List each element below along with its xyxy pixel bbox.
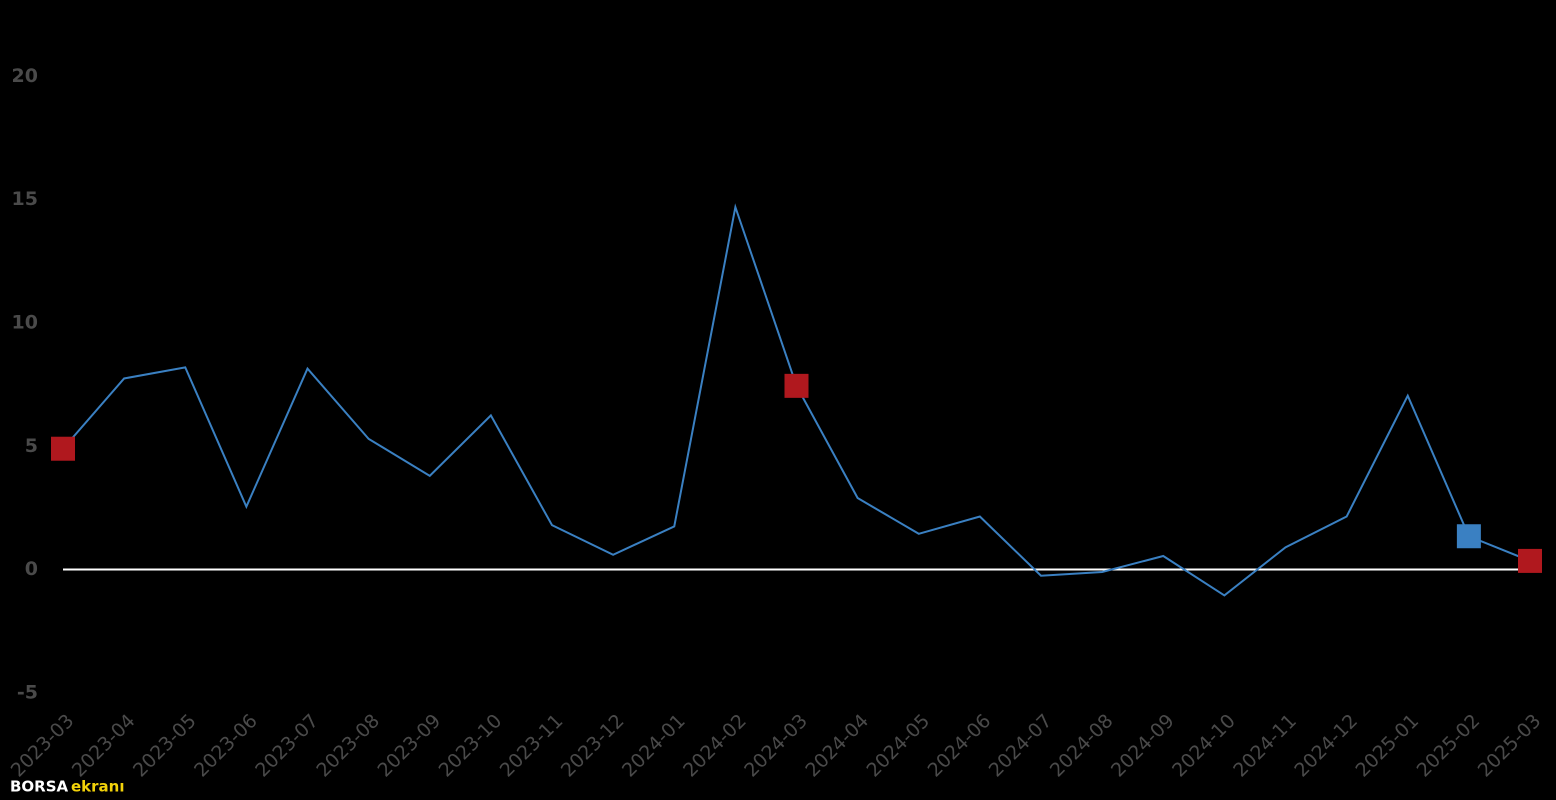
x-tick-label: 2023-08 (312, 710, 384, 782)
x-tick-label: 2024-06 (924, 710, 996, 782)
x-tick-label: 2024-09 (1107, 710, 1179, 782)
x-tick-label: 2023-06 (190, 710, 262, 782)
x-tick-label: 2024-01 (618, 710, 690, 782)
x-tick-label: 2025-02 (1413, 710, 1485, 782)
x-tick-label: 2024-03 (740, 710, 812, 782)
y-tick-label: 0 (25, 558, 38, 580)
point-marker (1456, 524, 1481, 549)
x-tick-label: 2023-05 (129, 710, 201, 782)
x-tick-label: 2023-11 (496, 710, 568, 782)
y-tick-label: -5 (17, 681, 38, 703)
x-tick-label: 2023-04 (68, 710, 140, 782)
logo-first: BORSA (10, 778, 69, 796)
x-tick-label: 2024-07 (985, 710, 1057, 782)
logo-second: ekranı (71, 778, 125, 796)
x-tick-label: 2023-10 (435, 710, 507, 782)
x-tick-label: 2024-12 (1290, 710, 1362, 782)
point-marker (51, 436, 75, 461)
x-tick-label: 2025-03 (1474, 710, 1546, 782)
x-tick-label: 2024-08 (1046, 710, 1118, 782)
x-tick-label: 2023-07 (251, 710, 323, 782)
point-marker (784, 373, 809, 398)
x-tick-label: 2024-11 (1229, 710, 1301, 782)
y-tick-label: 10 (12, 311, 38, 333)
x-tick-label: 2024-10 (1168, 710, 1240, 782)
y-tick-label: 20 (12, 65, 38, 87)
x-tick-label: 2023-09 (373, 710, 445, 782)
data-line (62, 203, 1531, 597)
x-tick-label: 2025-01 (1351, 710, 1423, 782)
point-marker (1518, 548, 1542, 573)
x-tick-label: 2024-02 (679, 710, 751, 782)
x-tick-label: 2024-05 (862, 710, 934, 782)
x-tick-label: 2024-04 (801, 710, 873, 782)
y-tick-label: 15 (12, 188, 38, 210)
x-tick-label: 2023-03 (7, 710, 79, 782)
x-tick-label: 2023-12 (557, 710, 629, 782)
y-tick-label: 5 (25, 435, 38, 457)
